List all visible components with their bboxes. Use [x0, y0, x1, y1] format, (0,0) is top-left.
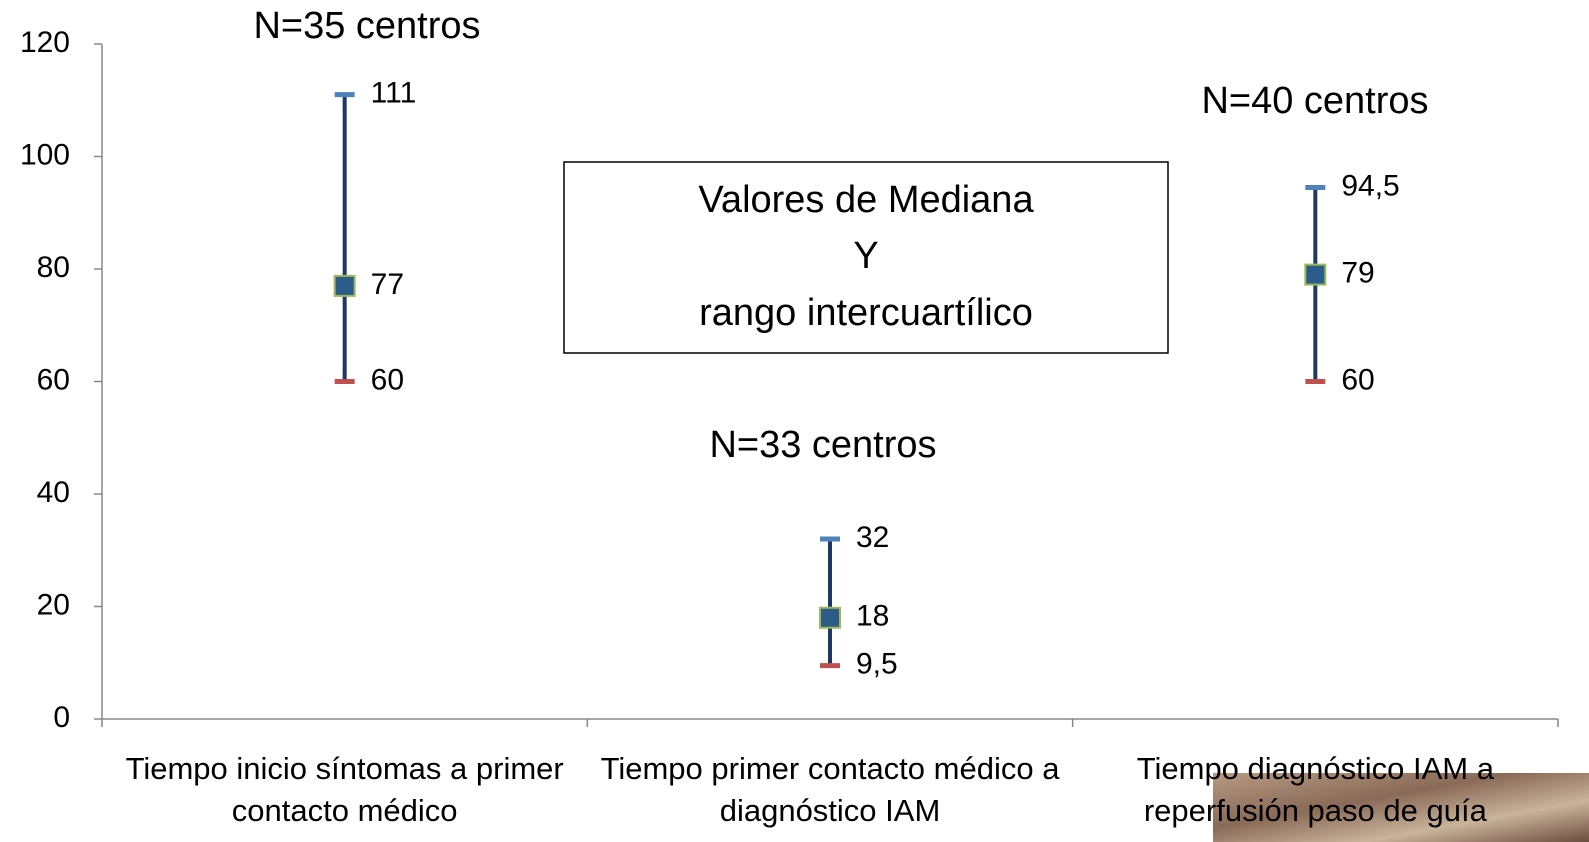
- y-tick-label: 20: [37, 588, 70, 621]
- data-label: 60: [1341, 363, 1374, 396]
- photo: [1213, 773, 1589, 842]
- data-label: 18: [856, 600, 889, 633]
- x-tick-label: Tiempo inicio síntomas a primer contacto…: [125, 751, 564, 828]
- annotation: N=40 centros: [1201, 80, 1428, 122]
- data-label: 9,5: [856, 647, 898, 680]
- x-tick-label: Tiempo diagnóstico IAM a reperfusión pas…: [1136, 751, 1494, 828]
- box-text: Y: [853, 235, 878, 277]
- x-tick-label: Tiempo primer contacto médico a diagnóst…: [600, 751, 1060, 828]
- box-text: Valores de Mediana: [698, 179, 1034, 221]
- data-label: 77: [371, 268, 404, 301]
- y-tick-label: 0: [53, 701, 70, 734]
- box-text: rango intercuartílico: [699, 292, 1033, 334]
- y-tick-label: 100: [20, 138, 70, 171]
- data-label: 94,5: [1341, 169, 1399, 202]
- median-marker: [333, 274, 356, 297]
- median-marker: [1304, 263, 1327, 286]
- data-label: 32: [856, 521, 889, 554]
- annotation: N=33 centros: [709, 424, 936, 466]
- y-tick-label: 60: [37, 363, 70, 396]
- y-tick-label: 120: [20, 26, 70, 59]
- y-tick-label: 80: [37, 251, 70, 284]
- data-label: 60: [371, 363, 404, 396]
- median-marker: [819, 606, 841, 629]
- data-label: 79: [1341, 257, 1374, 290]
- annotation: N=35 centros: [253, 5, 480, 47]
- y-tick-label: 40: [37, 476, 70, 509]
- legend-box: [563, 161, 1169, 354]
- data-label: 111: [371, 77, 417, 110]
